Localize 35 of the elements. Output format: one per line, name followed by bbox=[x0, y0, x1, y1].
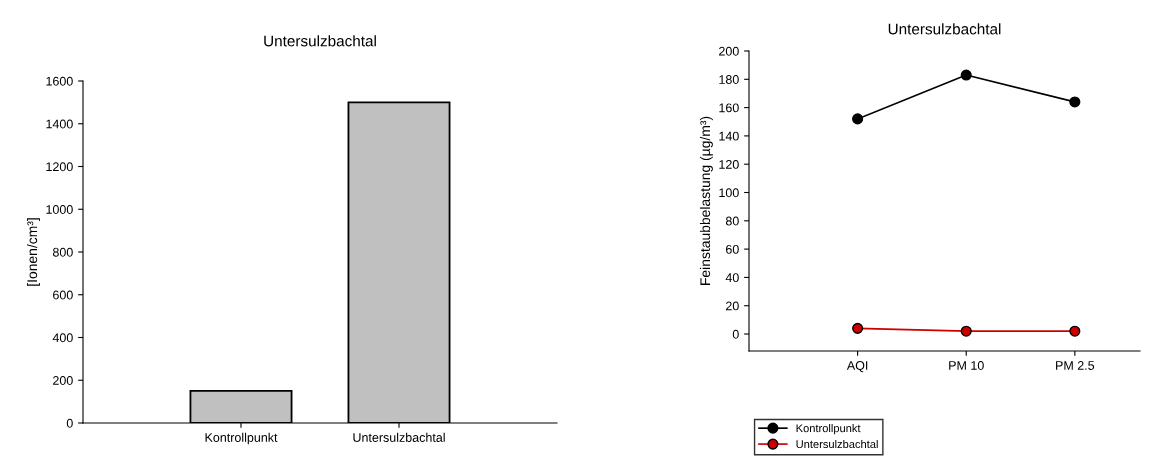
x-tick-label: PM 2.5 bbox=[1056, 361, 1095, 370]
y-tick-label: 180 bbox=[719, 75, 739, 84]
y-tick-label: 60 bbox=[726, 244, 739, 254]
y-axis-title: [Ionen/cm³] bbox=[26, 218, 40, 286]
legend-label: Untersulzbachtal bbox=[796, 439, 878, 449]
y-tick-label: 20 bbox=[726, 301, 739, 311]
y-tick-label: 1000 bbox=[46, 205, 73, 214]
point bbox=[852, 113, 864, 125]
chart-title: Untersulzbachtal bbox=[888, 23, 1001, 35]
y-tick-label: 1200 bbox=[46, 162, 73, 172]
point bbox=[1069, 325, 1081, 337]
y-tick-label: 140 bbox=[719, 131, 739, 141]
point bbox=[960, 325, 972, 337]
y-tick-label: 200 bbox=[719, 46, 739, 56]
y-tick-label: 80 bbox=[725, 216, 739, 226]
y-tick-label: 200 bbox=[53, 376, 73, 385]
x-tick-label: PM 10 bbox=[949, 361, 984, 370]
y-tick-label: 0 bbox=[66, 418, 73, 428]
y-tick-label: 120 bbox=[719, 160, 739, 169]
chart-title: Untersulzbachtal bbox=[264, 35, 376, 47]
y-tick-label: 100 bbox=[719, 188, 739, 198]
y-tick-label: 1600 bbox=[46, 76, 73, 86]
y-tick-label: 400 bbox=[52, 333, 73, 343]
y-axis-title: Feinstaubbelastung (µg/m³) bbox=[699, 116, 713, 285]
legend-label: Kontrollpunkt bbox=[796, 424, 861, 435]
y-tick-label: 600 bbox=[53, 290, 73, 300]
point bbox=[1069, 96, 1081, 108]
x-tick-label: AQI bbox=[846, 361, 868, 373]
y-tick-label: 1400 bbox=[46, 119, 73, 129]
point bbox=[852, 322, 864, 334]
y-tick-label: 40 bbox=[725, 273, 739, 283]
y-tick-label: 160 bbox=[719, 103, 739, 113]
y-tick-label: 800 bbox=[52, 247, 73, 257]
point bbox=[960, 69, 972, 81]
y-tick-label: 0 bbox=[732, 329, 739, 339]
